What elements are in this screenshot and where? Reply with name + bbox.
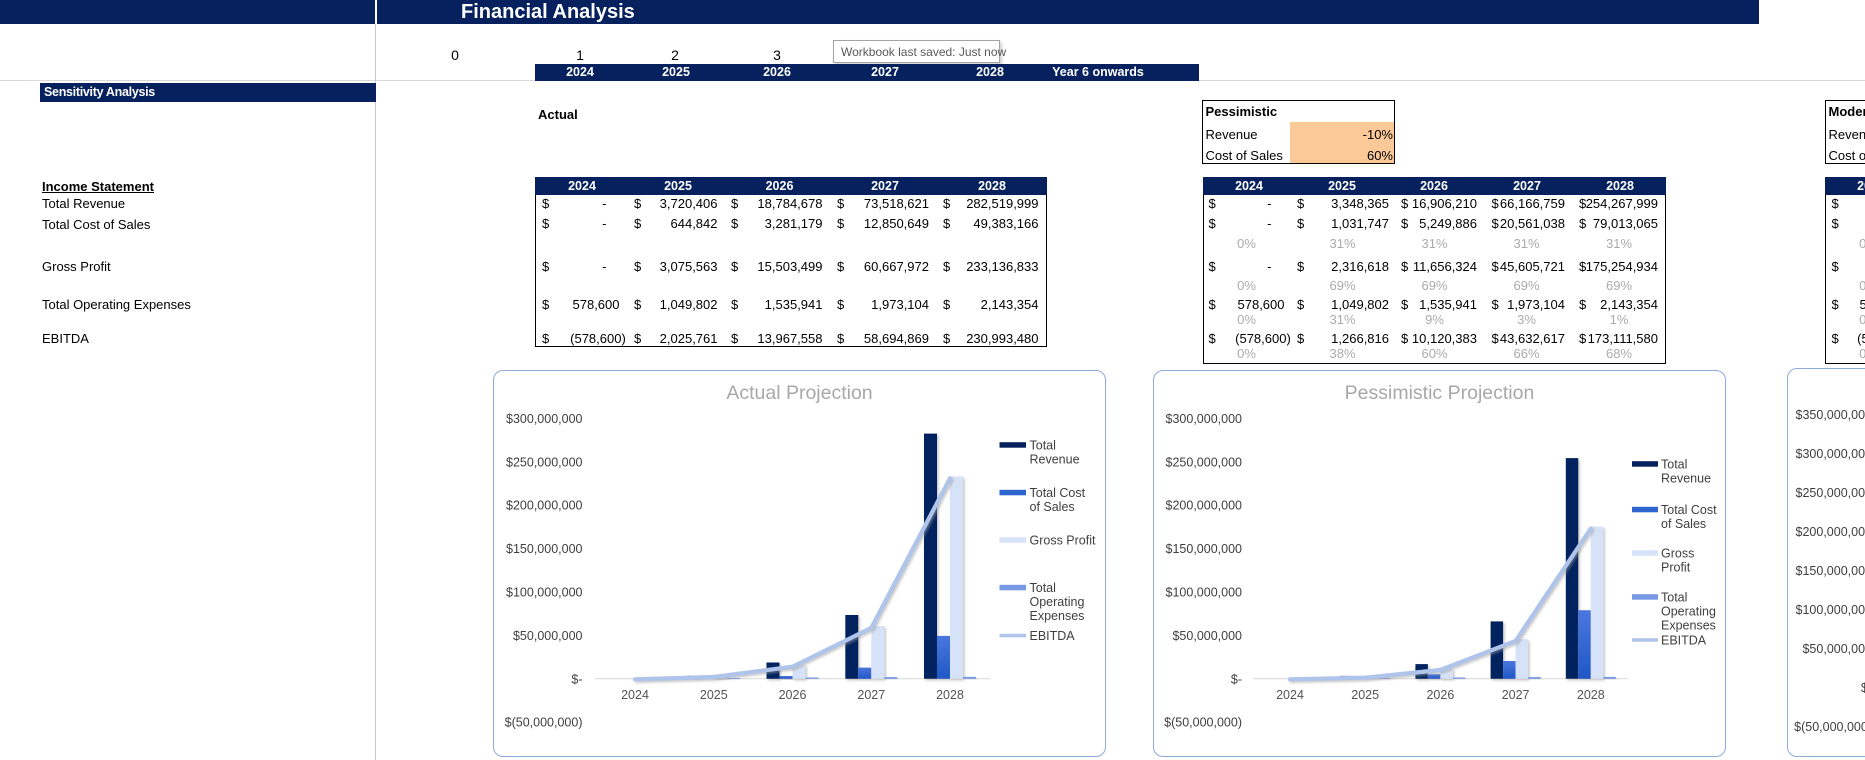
svg-text:2027: 2027 xyxy=(1502,688,1530,702)
svg-text:2028: 2028 xyxy=(936,688,964,702)
svg-text:Revenue: Revenue xyxy=(1661,472,1711,486)
svg-text:Gross: Gross xyxy=(1661,547,1694,561)
svg-text:$150,000,000: $150,000,000 xyxy=(506,542,583,556)
svg-text:Total Cost: Total Cost xyxy=(1661,503,1717,517)
svg-text:$300,000,000: $300,000,000 xyxy=(1166,412,1243,426)
svg-text:$100,000,000: $100,000,000 xyxy=(1166,586,1243,600)
svg-text:$-: $- xyxy=(1231,672,1242,686)
svg-text:$100,000,000: $100,000,000 xyxy=(506,586,583,600)
svg-text:$-: $- xyxy=(571,672,582,686)
svg-text:Expenses: Expenses xyxy=(1029,609,1084,623)
svg-text:$50,000,000: $50,000,000 xyxy=(512,629,582,643)
svg-text:$150,000,000: $150,000,000 xyxy=(1166,542,1243,556)
svg-text:Total: Total xyxy=(1661,458,1687,472)
svg-text:$250,000,000: $250,000,000 xyxy=(1166,455,1243,469)
svg-text:2026: 2026 xyxy=(778,688,806,702)
svg-text:of Sales: of Sales xyxy=(1661,517,1706,531)
svg-text:EBITDA: EBITDA xyxy=(1661,634,1707,648)
svg-text:Total: Total xyxy=(1661,591,1687,605)
svg-text:$(50,000,000): $(50,000,000) xyxy=(504,716,582,730)
svg-text:$300,000,000: $300,000,000 xyxy=(506,412,583,426)
svg-text:Total: Total xyxy=(1029,439,1055,453)
svg-text:2028: 2028 xyxy=(1577,688,1605,702)
svg-text:Revenue: Revenue xyxy=(1029,453,1079,467)
svg-text:$(50,000,000): $(50,000,000) xyxy=(1164,716,1242,730)
svg-text:Actual Projection: Actual Projection xyxy=(726,382,872,404)
svg-text:Operating: Operating xyxy=(1029,595,1084,609)
svg-text:EBITDA: EBITDA xyxy=(1029,629,1075,643)
svg-text:$250,000,000: $250,000,000 xyxy=(506,455,583,469)
svg-text:Total: Total xyxy=(1029,581,1055,595)
svg-text:Total Cost: Total Cost xyxy=(1029,486,1085,500)
svg-text:$200,000,000: $200,000,000 xyxy=(506,499,583,513)
svg-text:2026: 2026 xyxy=(1426,688,1454,702)
svg-text:$200,000,000: $200,000,000 xyxy=(1166,499,1243,513)
svg-text:Expenses: Expenses xyxy=(1661,619,1716,633)
svg-text:Profit: Profit xyxy=(1661,561,1691,575)
svg-text:2024: 2024 xyxy=(1276,688,1304,702)
svg-text:2025: 2025 xyxy=(1351,688,1379,702)
svg-text:Operating: Operating xyxy=(1661,605,1716,619)
svg-text:2024: 2024 xyxy=(621,688,649,702)
svg-text:of Sales: of Sales xyxy=(1029,500,1074,514)
svg-text:Gross Profit: Gross Profit xyxy=(1029,534,1096,548)
svg-text:2025: 2025 xyxy=(699,688,727,702)
svg-text:Pessimistic Projection: Pessimistic Projection xyxy=(1345,382,1535,404)
svg-text:2027: 2027 xyxy=(857,688,885,702)
svg-text:$50,000,000: $50,000,000 xyxy=(1172,629,1242,643)
